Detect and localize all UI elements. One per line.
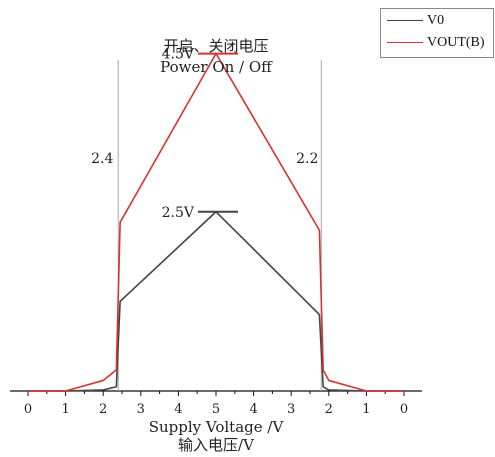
legend-swatch-voutb	[387, 42, 423, 43]
x-tick-label: 2	[99, 402, 107, 417]
series-lines	[27, 52, 405, 392]
series-line-voutb	[28, 52, 404, 392]
x-axis-title-cn: 输入电压/V	[178, 436, 255, 454]
legend-label-voutb: VOUT(B)	[427, 35, 485, 50]
legend-item-v0: V0	[381, 11, 493, 31]
peak-label: 4.5V	[162, 47, 195, 63]
peak-label: 2.5V	[162, 205, 195, 221]
legend: V0 VOUT(B)	[380, 8, 494, 58]
vertical-markers: 2.4 2.2	[91, 60, 322, 391]
x-axis-title: Supply Voltage /V	[149, 418, 285, 436]
threshold-label: 2.2	[296, 151, 318, 167]
legend-label-v0: V0	[427, 13, 445, 28]
x-tick-label: 0	[24, 402, 32, 417]
x-tick-label: 0	[400, 402, 408, 417]
x-tick-label: 3	[287, 402, 295, 417]
x-tick-label: 4	[249, 402, 257, 417]
series-line-v0	[28, 210, 404, 392]
x-tick-label: 1	[61, 402, 69, 417]
x-tick-label: 2	[325, 402, 333, 417]
legend-swatch-v0	[387, 20, 423, 21]
chart-subtitle: Power On / Off	[160, 58, 273, 76]
chart-title: 开启、关闭电压	[163, 37, 268, 55]
x-tick-label: 5	[212, 402, 220, 417]
x-tick-label: 1	[362, 402, 370, 417]
legend-item-voutb: VOUT(B)	[381, 33, 493, 53]
x-tick-label: 4	[174, 402, 182, 417]
threshold-label: 2.4	[91, 151, 113, 167]
x-tick-label: 3	[137, 402, 145, 417]
